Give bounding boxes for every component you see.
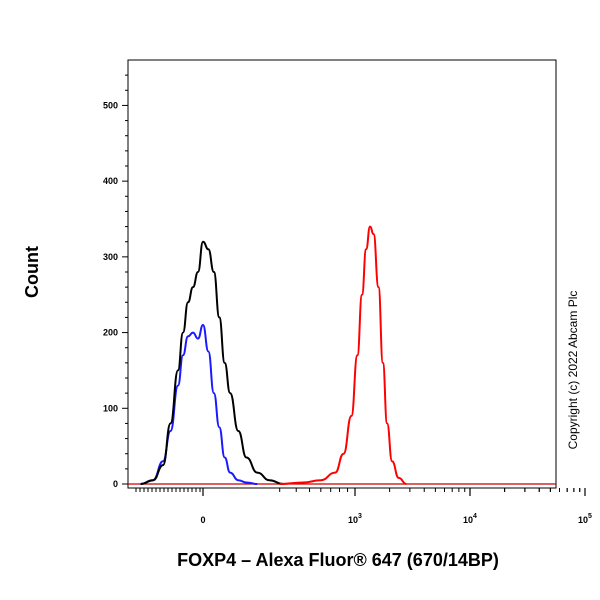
x-tick-label: 103 xyxy=(348,513,362,525)
y-axis-title: Count xyxy=(22,246,42,298)
y-tick-label: 100 xyxy=(103,403,118,413)
x-tick-label: 104 xyxy=(463,513,477,525)
x-tick-label: 105 xyxy=(578,513,592,525)
x-axis-title: FOXP4 – Alexa Fluor® 647 (670/14BP) xyxy=(177,550,499,570)
y-axis: 0 100 200 300 400 500 xyxy=(103,74,128,489)
y-tick-label: 500 xyxy=(103,100,118,110)
series-line-3 xyxy=(279,225,407,485)
copyright-annotation: Copyright (c) 2022 Abcam Plc xyxy=(566,291,580,450)
y-tick-label: 300 xyxy=(103,252,118,262)
y-tick-label: 200 xyxy=(103,328,118,338)
y-tick-label: 0 xyxy=(113,479,118,489)
series-line-2 xyxy=(140,240,284,485)
x-tick-label: 0 xyxy=(200,515,205,525)
x-axis: 0 103 104 105 xyxy=(135,488,592,525)
series-layer xyxy=(128,225,556,485)
y-tick-label: 400 xyxy=(103,176,118,186)
plot-area xyxy=(127,59,557,489)
series-line-1 xyxy=(140,323,258,485)
